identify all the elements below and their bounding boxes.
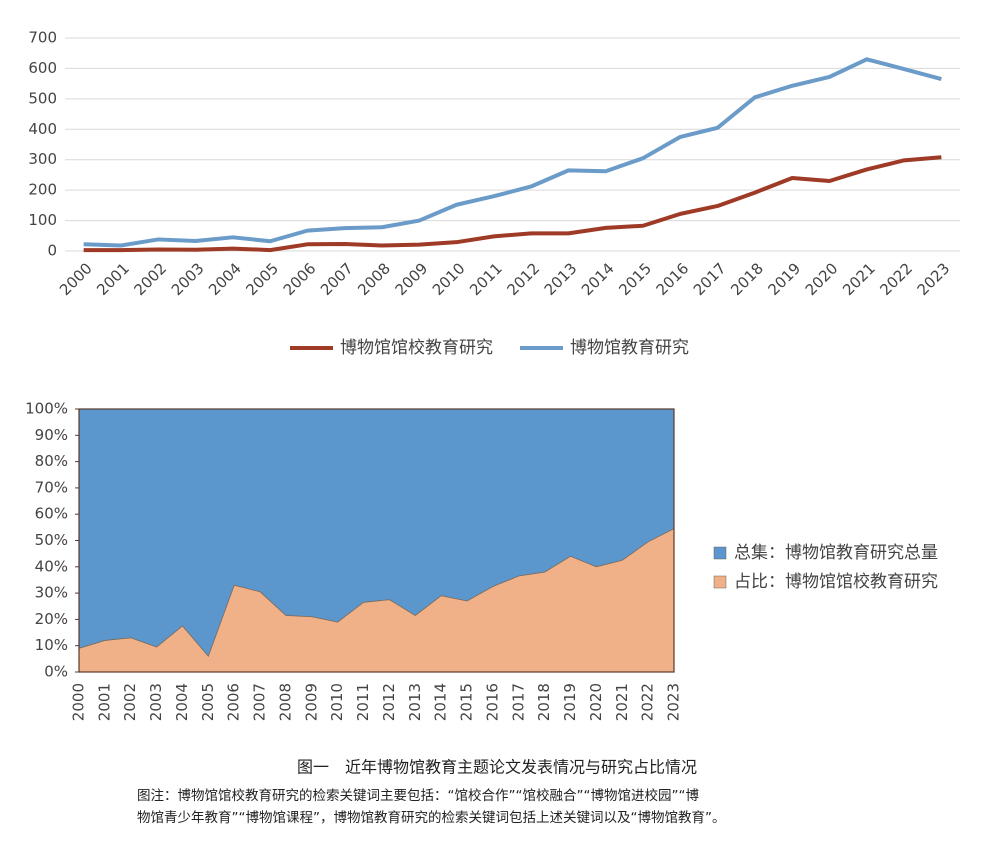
x-tick-label: 2017 <box>690 259 730 299</box>
legend-swatch <box>713 575 727 589</box>
y-tick-label: 100% <box>25 400 68 418</box>
x-tick-label: 2008 <box>276 683 294 721</box>
x-tick-label: 2003 <box>147 683 165 721</box>
x-tick-label: 2005 <box>199 683 217 721</box>
y-tick-label: 60% <box>35 505 68 523</box>
x-tick-label: 2022 <box>639 683 657 721</box>
x-tick-label: 2011 <box>354 683 372 721</box>
x-tick-label: 2018 <box>727 259 767 299</box>
legend-swatch <box>713 546 727 560</box>
y-tick-label: 100 <box>28 211 57 229</box>
x-tick-label: 2001 <box>93 259 133 299</box>
x-tick-label: 2006 <box>280 259 320 299</box>
y-tick-label: 70% <box>35 478 68 496</box>
x-tick-label: 2013 <box>406 683 424 721</box>
x-tick-label: 2016 <box>483 683 501 721</box>
x-tick-label: 2003 <box>168 259 208 299</box>
y-tick-label: 600 <box>28 59 57 77</box>
x-tick-label: 2019 <box>764 259 804 299</box>
x-tick-label: 2023 <box>914 259 954 299</box>
x-tick-label: 2000 <box>56 259 96 299</box>
y-tick-label: 80% <box>35 452 68 470</box>
line-series <box>83 155 942 253</box>
y-tick-label: 400 <box>28 120 57 138</box>
x-tick-label: 2005 <box>242 259 282 299</box>
x-tick-label: 2018 <box>535 683 553 721</box>
legend-label: 总集：博物馆教育研究总量 <box>734 543 938 563</box>
line-series <box>83 57 942 248</box>
y-tick-label: 40% <box>35 557 68 575</box>
x-tick-label: 2016 <box>653 259 693 299</box>
x-tick-label: 2013 <box>541 259 581 299</box>
legend-label: 占比：博物馆馆校教育研究 <box>734 572 938 592</box>
x-tick-label: 2007 <box>251 683 269 721</box>
x-tick-label: 2006 <box>225 683 243 721</box>
legend-label: 博物馆馆校教育研究 <box>340 338 493 358</box>
x-tick-label: 2020 <box>802 259 842 299</box>
x-tick-label: 2015 <box>615 259 655 299</box>
x-tick-label: 2004 <box>173 683 191 721</box>
x-tick-label: 2021 <box>613 683 631 721</box>
x-tick-label: 2010 <box>429 259 469 299</box>
note-line: 物馆青少年教育”“博物馆课程”，博物馆教育研究的检索关键词包括上述关键词以及“博… <box>137 809 725 826</box>
caption: 图一 近年博物馆教育主题论文发表情况与研究占比情况 <box>297 758 697 777</box>
y-tick-label: 500 <box>28 89 57 107</box>
y-tick-label: 20% <box>35 610 68 628</box>
y-tick-label: 200 <box>28 181 57 199</box>
y-tick-label: 30% <box>35 584 68 602</box>
x-tick-label: 2011 <box>466 259 506 299</box>
y-tick-label: 90% <box>35 426 68 444</box>
x-tick-label: 2009 <box>392 259 432 299</box>
x-tick-label: 2002 <box>131 259 171 299</box>
x-tick-label: 2023 <box>665 683 683 721</box>
y-tick-label: 50% <box>35 531 68 549</box>
x-tick-label: 2007 <box>317 259 357 299</box>
y-tick-label: 0 <box>47 242 57 260</box>
x-tick-label: 2001 <box>95 683 113 721</box>
x-tick-label: 2022 <box>876 259 916 299</box>
x-tick-label: 2008 <box>354 259 394 299</box>
x-tick-label: 2021 <box>839 259 879 299</box>
y-tick-label: 0% <box>44 663 68 681</box>
legend-label: 博物馆教育研究 <box>570 338 689 358</box>
y-tick-label: 700 <box>28 29 57 47</box>
x-tick-label: 2009 <box>302 683 320 721</box>
note-line: 图注：博物馆馆校教育研究的检索关键词主要包括：“馆校合作”“馆校融合”“博物馆进… <box>137 787 699 804</box>
area-series <box>78 528 675 673</box>
x-tick-label: 2020 <box>587 683 605 721</box>
x-tick-label: 2002 <box>121 683 139 721</box>
x-tick-label: 2012 <box>380 683 398 721</box>
x-tick-label: 2015 <box>458 683 476 721</box>
x-tick-label: 2010 <box>328 683 346 721</box>
y-tick-label: 10% <box>35 636 68 654</box>
x-tick-label: 2014 <box>432 683 450 721</box>
x-tick-label: 2000 <box>70 683 88 721</box>
x-tick-label: 2019 <box>561 683 579 721</box>
y-tick-label: 300 <box>28 150 57 168</box>
x-tick-label: 2004 <box>205 259 245 299</box>
x-tick-label: 2017 <box>509 683 527 721</box>
x-tick-label: 2014 <box>578 259 618 299</box>
x-tick-label: 2012 <box>503 259 543 299</box>
